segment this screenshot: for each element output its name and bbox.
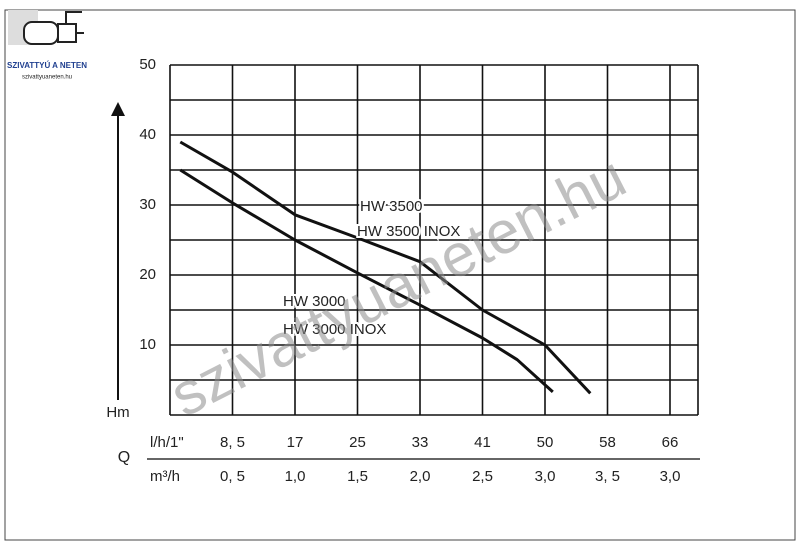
x-tick-label: 50 [537,434,554,451]
x-tick-label: 41 [474,434,491,451]
curve [179,140,592,395]
x-unit-2: m³/h [150,468,180,485]
x-secondary-label: 2,0 [410,468,431,485]
x-secondary-label: 3, 5 [595,468,620,485]
watermark: szivattyuaneten.hu [160,142,636,429]
curve-label: HW 3500 [360,198,423,215]
x-secondary-label: 3,0 [535,468,556,485]
x-unit: l/h/1" [150,434,184,451]
x-secondary-label: 1,5 [347,468,368,485]
y-tick-label: 30 [139,196,156,213]
curve-label: HW 3000 INOX [283,321,386,338]
y-tick-label: 20 [139,266,156,283]
x-tick-label: 58 [599,434,616,451]
x-tick-label: 33 [412,434,429,451]
y-tick-label: 40 [139,126,156,143]
frame [4,9,796,541]
curve-label: HW 3500 INOX [357,223,460,240]
y-axis-label: Hm [106,404,129,421]
y-tick-label: 10 [139,336,156,353]
x-secondary-label: 3,0 [660,468,681,485]
curve-label: HW 3000 [283,293,346,310]
y-arrow-head [111,102,125,116]
x-axis-label: Q [118,449,130,466]
x-secondary-label: 0, 5 [220,468,245,485]
curve [179,168,554,394]
x-secondary-label: 2,5 [472,468,493,485]
x-tick-label: 25 [349,434,366,451]
x-tick-label: 66 [662,434,679,451]
x-tick-label: 8, 5 [220,434,245,451]
y-tick-label: 50 [139,56,156,73]
x-tick-label: 17 [287,434,304,451]
logo-url: szivattyuaneten.hu [22,75,72,81]
logo: SZIVATTYÚ A NETEN szivattyuaneten.hu [7,10,87,81]
x-secondary-label: 1,0 [285,468,306,485]
logo-name: SZIVATTYÚ A NETEN [7,61,87,70]
